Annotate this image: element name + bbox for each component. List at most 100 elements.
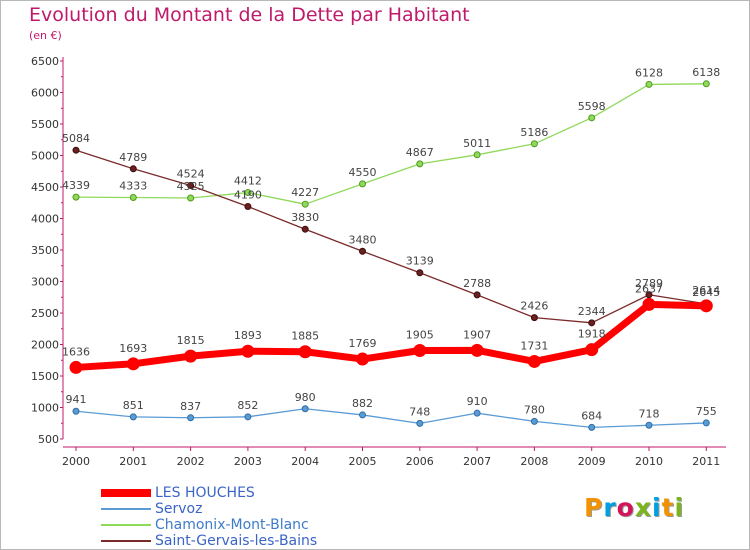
data-point: [241, 344, 255, 358]
data-label: 4524: [177, 167, 205, 180]
series-line: [75, 83, 707, 205]
x-tick-label: 2003: [234, 455, 262, 468]
data-point: [642, 297, 656, 311]
legend-swatch: [101, 524, 151, 526]
data-label: 4227: [291, 186, 319, 199]
data-point: [416, 419, 424, 427]
legend-swatch: [101, 540, 151, 542]
x-tick-label: 2006: [406, 455, 434, 468]
data-point: [645, 80, 653, 88]
data-label: 1907: [463, 328, 491, 341]
data-label: 1905: [406, 328, 434, 341]
data-label: 1918: [578, 328, 606, 341]
data-point: [645, 421, 653, 429]
data-point: [301, 225, 309, 233]
data-label: 6138: [692, 66, 720, 79]
data-label: 2426: [520, 300, 548, 313]
legend-label: Chamonix-Mont-Blanc: [155, 517, 309, 533]
data-label: 852: [237, 399, 258, 412]
data-label: 4333: [119, 180, 147, 193]
data-label: 980: [295, 391, 316, 404]
y-tick-label: 5500: [31, 118, 59, 131]
data-label: 4190: [234, 189, 262, 202]
y-tick-label: 2000: [31, 339, 59, 352]
data-point: [645, 291, 653, 299]
data-point: [473, 291, 481, 299]
data-point: [301, 200, 309, 208]
data-label: 780: [524, 403, 545, 416]
data-label: 4867: [406, 146, 434, 159]
data-point: [356, 352, 369, 366]
data-point: [416, 160, 424, 168]
data-point: [72, 407, 80, 415]
data-label: 5084: [62, 132, 90, 145]
data-label: 748: [409, 405, 430, 418]
legend-item[interactable]: Servoz: [101, 501, 401, 517]
data-label: 1731: [520, 339, 548, 352]
legend: LES HOUCHES Servoz Chamonix-Mont-Blanc S…: [101, 485, 401, 549]
data-point: [126, 357, 140, 371]
data-label: 5598: [578, 100, 606, 113]
legend-label: Servoz: [155, 501, 203, 517]
data-point: [301, 405, 309, 413]
data-point: [359, 411, 366, 419]
y-tick-label: 1000: [31, 402, 59, 415]
data-point: [298, 345, 312, 359]
x-tick-label: 2009: [578, 455, 606, 468]
data-point: [187, 181, 195, 189]
data-point: [702, 80, 710, 88]
data-label: 910: [467, 395, 488, 408]
data-point: [129, 413, 137, 421]
x-tick-label: 2008: [520, 455, 548, 468]
legend-label: Saint-Gervais-les-Bains: [155, 533, 318, 549]
x-tick-label: 2007: [463, 455, 491, 468]
data-point: [527, 354, 541, 368]
data-label: 882: [352, 397, 373, 410]
data-label: 2637: [635, 282, 663, 295]
data-point: [473, 409, 481, 417]
y-tick-label: 6500: [31, 55, 59, 68]
legend-item[interactable]: Chamonix-Mont-Blanc: [101, 517, 401, 533]
data-label: 4550: [349, 166, 377, 179]
data-point: [413, 343, 427, 357]
data-label: 1769: [349, 337, 377, 350]
y-tick-label: 5000: [31, 150, 59, 163]
data-label: 2789: [635, 277, 663, 290]
legend-item[interactable]: LES HOUCHES: [101, 485, 401, 501]
data-point: [585, 343, 599, 357]
data-label: 4789: [119, 151, 147, 164]
x-tick-label: 2005: [349, 455, 377, 468]
data-point: [588, 423, 596, 431]
data-label: 3830: [291, 211, 319, 224]
series-line: [75, 408, 707, 429]
data-label: 4412: [234, 175, 262, 188]
data-label: 2788: [463, 277, 491, 290]
data-label: 5011: [463, 137, 491, 150]
data-label: 755: [696, 405, 717, 418]
legend-swatch: [101, 489, 151, 497]
x-tick-label: 2004: [291, 455, 319, 468]
legend-item[interactable]: Saint-Gervais-les-Bains: [101, 533, 401, 549]
data-label: 4325: [177, 180, 205, 193]
y-tick-label: 4000: [31, 213, 59, 226]
data-point: [129, 165, 137, 173]
data-point: [244, 203, 252, 211]
y-tick-label: 1500: [31, 370, 59, 383]
data-label: 1636: [62, 345, 90, 358]
x-tick-label: 2011: [692, 455, 720, 468]
y-tick-label: 2500: [31, 307, 59, 320]
data-point: [359, 247, 366, 255]
x-tick-label: 2002: [177, 455, 205, 468]
y-tick-label: 6000: [31, 87, 59, 100]
data-point: [699, 299, 713, 313]
data-label: 1893: [234, 329, 262, 342]
data-point: [588, 114, 596, 122]
x-tick-label: 2001: [119, 455, 147, 468]
data-point: [72, 193, 80, 201]
data-label: 1885: [291, 330, 319, 343]
data-point: [184, 349, 198, 363]
chart-subtitle: (en €): [29, 29, 62, 42]
data-point: [69, 360, 83, 374]
data-point: [588, 319, 596, 327]
